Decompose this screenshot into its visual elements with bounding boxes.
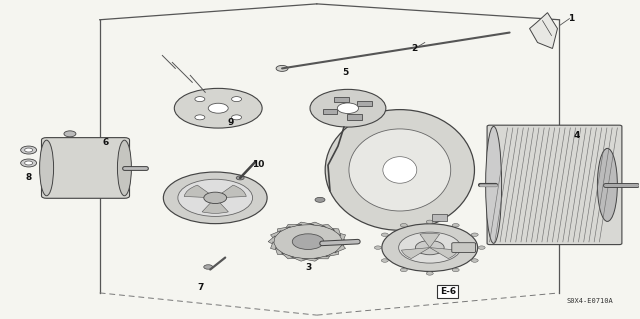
Text: 6: 6 — [102, 137, 109, 146]
Polygon shape — [330, 228, 341, 236]
Circle shape — [478, 246, 485, 249]
Circle shape — [208, 103, 228, 113]
Circle shape — [273, 224, 343, 259]
Polygon shape — [291, 257, 308, 261]
Polygon shape — [285, 225, 302, 228]
Wedge shape — [202, 198, 228, 213]
Circle shape — [232, 115, 241, 120]
Polygon shape — [326, 250, 339, 257]
Text: 8: 8 — [26, 174, 32, 182]
Circle shape — [64, 131, 76, 137]
Text: 2: 2 — [412, 44, 418, 53]
Polygon shape — [278, 226, 291, 233]
Ellipse shape — [325, 110, 474, 230]
Text: 10: 10 — [252, 160, 264, 169]
Circle shape — [315, 197, 325, 202]
Polygon shape — [320, 225, 335, 230]
FancyBboxPatch shape — [347, 115, 362, 120]
Text: 4: 4 — [573, 130, 580, 140]
Wedge shape — [430, 248, 458, 259]
Polygon shape — [314, 255, 330, 259]
Polygon shape — [271, 230, 281, 239]
Wedge shape — [215, 185, 246, 198]
Wedge shape — [420, 233, 440, 248]
Circle shape — [195, 97, 205, 101]
FancyBboxPatch shape — [42, 137, 129, 198]
Ellipse shape — [40, 140, 54, 196]
FancyBboxPatch shape — [357, 101, 372, 106]
Ellipse shape — [486, 126, 502, 243]
FancyBboxPatch shape — [323, 109, 337, 114]
Circle shape — [25, 161, 33, 165]
Circle shape — [195, 115, 205, 120]
Circle shape — [163, 172, 267, 224]
Ellipse shape — [597, 148, 618, 221]
Polygon shape — [308, 222, 326, 226]
Ellipse shape — [349, 129, 451, 211]
Circle shape — [337, 103, 358, 114]
Circle shape — [25, 148, 33, 152]
Circle shape — [292, 234, 324, 249]
Circle shape — [232, 97, 241, 101]
Text: E-6: E-6 — [440, 287, 456, 296]
Polygon shape — [529, 13, 557, 48]
Text: 1: 1 — [568, 14, 575, 23]
Text: S0X4-E0710A: S0X4-E0710A — [566, 298, 612, 304]
Text: 7: 7 — [197, 283, 204, 292]
Circle shape — [20, 146, 36, 154]
FancyBboxPatch shape — [433, 214, 447, 221]
Circle shape — [204, 265, 212, 269]
Circle shape — [374, 246, 381, 249]
Text: 9: 9 — [227, 118, 234, 127]
Circle shape — [399, 232, 461, 263]
Wedge shape — [401, 248, 430, 259]
Polygon shape — [268, 236, 275, 245]
Text: 3: 3 — [305, 263, 311, 272]
Circle shape — [452, 268, 459, 272]
Circle shape — [310, 89, 386, 127]
Circle shape — [471, 233, 478, 236]
FancyBboxPatch shape — [452, 243, 476, 253]
Polygon shape — [296, 222, 314, 225]
Circle shape — [178, 179, 253, 216]
FancyBboxPatch shape — [334, 97, 349, 102]
Circle shape — [382, 224, 477, 271]
Polygon shape — [302, 258, 320, 261]
Circle shape — [276, 65, 288, 71]
Circle shape — [236, 176, 244, 180]
Polygon shape — [281, 253, 296, 259]
Polygon shape — [271, 241, 278, 250]
Polygon shape — [339, 233, 346, 241]
Circle shape — [401, 224, 407, 227]
Circle shape — [20, 159, 36, 167]
Circle shape — [415, 241, 444, 255]
Polygon shape — [335, 245, 346, 253]
Circle shape — [381, 233, 388, 236]
Circle shape — [204, 192, 227, 204]
Circle shape — [471, 259, 478, 262]
Polygon shape — [341, 239, 348, 248]
FancyBboxPatch shape — [487, 125, 622, 245]
Circle shape — [426, 272, 433, 275]
Circle shape — [401, 268, 407, 272]
Ellipse shape — [118, 140, 131, 196]
Circle shape — [426, 220, 433, 224]
Text: 5: 5 — [342, 68, 348, 77]
Circle shape — [381, 259, 388, 262]
Polygon shape — [275, 248, 285, 255]
Wedge shape — [184, 185, 215, 198]
Circle shape — [452, 224, 459, 227]
Ellipse shape — [174, 88, 262, 128]
Ellipse shape — [383, 157, 417, 183]
